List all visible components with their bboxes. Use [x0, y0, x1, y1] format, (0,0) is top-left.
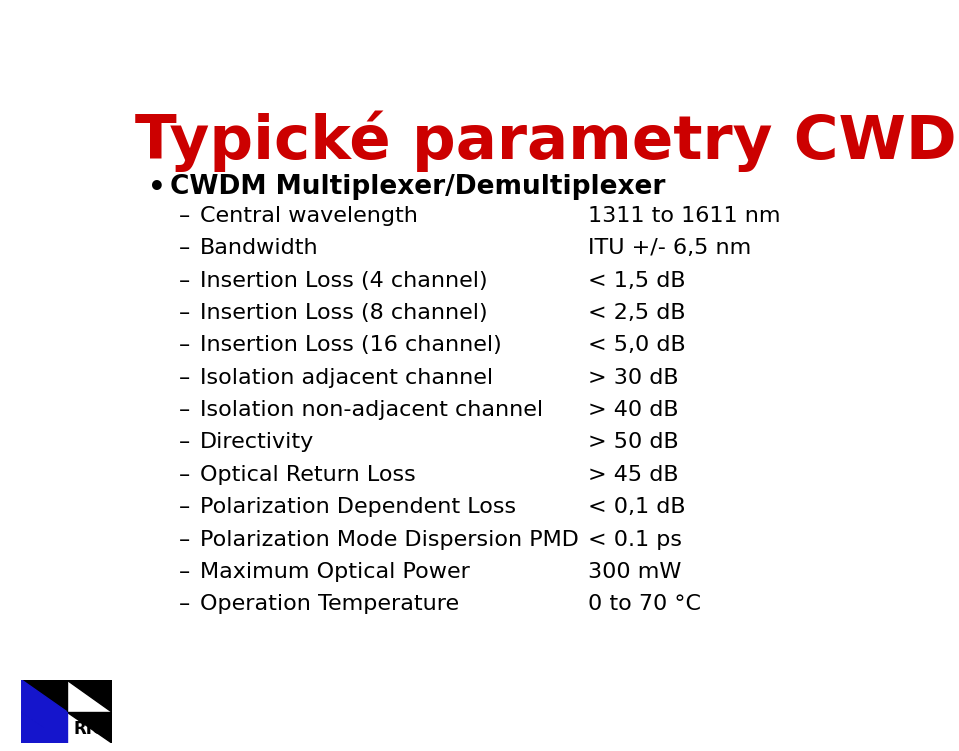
Text: Isolation adjacent channel: Isolation adjacent channel: [200, 368, 493, 388]
Text: –: –: [179, 562, 191, 582]
Text: < 5,0 dB: < 5,0 dB: [588, 335, 686, 355]
Text: –: –: [179, 206, 191, 226]
Polygon shape: [66, 680, 112, 712]
Text: –: –: [179, 400, 191, 420]
Text: –: –: [179, 465, 191, 485]
Text: > 30 dB: > 30 dB: [588, 368, 679, 388]
Text: Insertion Loss (4 channel): Insertion Loss (4 channel): [200, 270, 488, 291]
Polygon shape: [21, 712, 66, 743]
Text: ITU +/- 6,5 nm: ITU +/- 6,5 nm: [588, 238, 751, 258]
Text: < 0,1 dB: < 0,1 dB: [588, 497, 686, 517]
Text: Isolation non-adjacent channel: Isolation non-adjacent channel: [200, 400, 543, 420]
Text: Operation Temperature: Operation Temperature: [200, 594, 459, 614]
Text: Central wavelength: Central wavelength: [200, 206, 418, 226]
Text: < 1,5 dB: < 1,5 dB: [588, 270, 686, 291]
Text: –: –: [179, 497, 191, 517]
Text: Maximum Optical Power: Maximum Optical Power: [200, 562, 470, 582]
Text: –: –: [179, 433, 191, 452]
Text: < 0.1 ps: < 0.1 ps: [588, 529, 682, 550]
Text: < 2,5 dB: < 2,5 dB: [588, 303, 686, 323]
Text: RIC: RIC: [74, 720, 105, 738]
Text: CWDM Multiplexer/Demultiplexer: CWDM Multiplexer/Demultiplexer: [171, 174, 666, 200]
Polygon shape: [21, 712, 66, 743]
Text: Directivity: Directivity: [200, 433, 315, 452]
Polygon shape: [21, 680, 66, 712]
Polygon shape: [21, 712, 66, 743]
Polygon shape: [21, 680, 66, 712]
Text: Optical Return Loss: Optical Return Loss: [200, 465, 416, 485]
Text: 0 to 70 °C: 0 to 70 °C: [588, 594, 701, 614]
Text: Typické parametry CWDM: Typické parametry CWDM: [134, 110, 959, 172]
Text: –: –: [179, 529, 191, 550]
Text: > 40 dB: > 40 dB: [588, 400, 679, 420]
Text: Polarization Mode Dispersion PMD: Polarization Mode Dispersion PMD: [200, 529, 579, 550]
Text: Polarization Dependent Loss: Polarization Dependent Loss: [200, 497, 516, 517]
Text: 1311 to 1611 nm: 1311 to 1611 nm: [588, 206, 781, 226]
Text: –: –: [179, 594, 191, 614]
Text: > 45 dB: > 45 dB: [588, 465, 679, 485]
Text: –: –: [179, 368, 191, 388]
Text: > 50 dB: > 50 dB: [588, 433, 679, 452]
Text: •: •: [148, 174, 166, 202]
Text: –: –: [179, 238, 191, 258]
Text: 300 mW: 300 mW: [588, 562, 682, 582]
Text: Insertion Loss (16 channel): Insertion Loss (16 channel): [200, 335, 502, 355]
Text: –: –: [179, 335, 191, 355]
Text: Bandwidth: Bandwidth: [200, 238, 318, 258]
Text: Insertion Loss (8 channel): Insertion Loss (8 channel): [200, 303, 488, 323]
Text: –: –: [179, 270, 191, 291]
Polygon shape: [66, 712, 112, 743]
Text: –: –: [179, 303, 191, 323]
